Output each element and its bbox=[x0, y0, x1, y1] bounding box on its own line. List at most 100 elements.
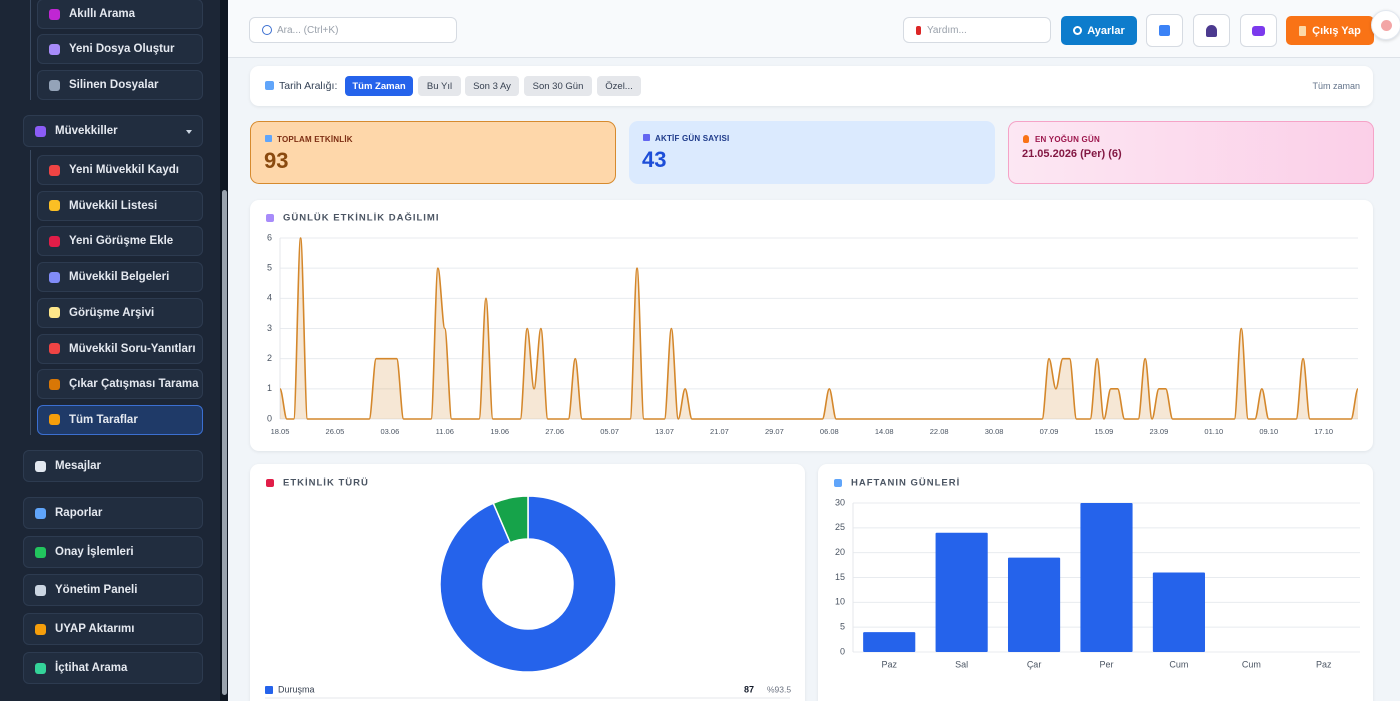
sidebar-item[interactable]: Müvekkil Belgeleri bbox=[37, 262, 203, 293]
sidebar-item[interactable]: Yeni Müvekkil Kaydı bbox=[37, 155, 203, 185]
bar bbox=[1007, 557, 1061, 652]
x-tick-label: 11.06 bbox=[436, 427, 454, 436]
sidebar-item[interactable]: Müvekkiller bbox=[23, 115, 203, 147]
y-tick-label: 15 bbox=[835, 572, 845, 582]
logout-label: Çıkış Yap bbox=[1312, 24, 1361, 37]
gear-icon bbox=[1073, 26, 1083, 35]
y-tick-label: 3 bbox=[267, 323, 272, 333]
x-tick-label: Paz bbox=[881, 659, 897, 669]
stat-value: 93 bbox=[264, 148, 289, 173]
item-label: Görüşme Arşivi bbox=[69, 306, 155, 319]
avatar[interactable] bbox=[1371, 10, 1400, 40]
icon-button[interactable] bbox=[1193, 14, 1230, 47]
x-tick-label: 29.07 bbox=[765, 427, 784, 436]
item-label: Çıkar Çatışması Tarama bbox=[69, 378, 199, 391]
filter-option[interactable]: Son 3 Ay bbox=[465, 76, 519, 96]
sidebar-item[interactable]: İçtihat Arama bbox=[23, 652, 203, 684]
x-tick-label: 09.10 bbox=[1259, 427, 1278, 436]
sidebar-item[interactable]: Silinen Dosyalar bbox=[37, 70, 203, 100]
chart-title: GÜNLÜK ETKİNLİK DAĞILIMI bbox=[283, 212, 439, 224]
chart-title: HAFTANIN GÜNLERİ bbox=[851, 478, 960, 489]
filter-option[interactable]: Tüm Zaman bbox=[345, 76, 413, 96]
item-icon bbox=[49, 43, 60, 55]
sidebar-item[interactable]: Yeni Görüşme Ekle bbox=[37, 226, 203, 257]
filter-option[interactable]: Özel... bbox=[597, 76, 641, 96]
x-tick-label: 03.06 bbox=[380, 427, 399, 436]
y-tick-label: 0 bbox=[267, 413, 272, 423]
x-tick-label: 21.07 bbox=[710, 427, 729, 436]
y-tick-label: 0 bbox=[840, 646, 845, 656]
logout-button[interactable]: Çıkış Yap bbox=[1286, 16, 1374, 45]
sidebar-item[interactable]: Raporlar bbox=[23, 497, 203, 529]
y-tick-label: 2 bbox=[267, 353, 272, 363]
x-tick-label: 01.10 bbox=[1204, 427, 1223, 436]
item-label: Müvekkil Listesi bbox=[69, 199, 158, 212]
item-icon bbox=[35, 623, 46, 635]
x-tick-label: 18.05 bbox=[271, 427, 290, 436]
x-tick-label: 22.08 bbox=[930, 427, 949, 436]
pie-slice bbox=[492, 495, 529, 544]
sidebar-item[interactable]: UYAP Aktarımı bbox=[23, 613, 203, 645]
item-label: Yönetim Paneli bbox=[55, 584, 138, 596]
filter-option[interactable]: Son 30 Gün bbox=[524, 76, 592, 96]
sidebar-item[interactable]: Yönetim Paneli bbox=[23, 574, 203, 606]
item-icon bbox=[49, 414, 60, 426]
stat-label: TOPLAM ETKİNLİK bbox=[277, 135, 353, 144]
legend-percent: %93.5 bbox=[767, 684, 791, 694]
settings-button[interactable]: Ayarlar bbox=[1061, 16, 1137, 45]
item-label: Müvekkil Belgeleri bbox=[69, 271, 170, 284]
item-icon bbox=[49, 164, 60, 176]
icon bbox=[1206, 24, 1217, 37]
pie-slice bbox=[439, 495, 617, 673]
x-tick-label: Sal bbox=[955, 659, 968, 669]
x-tick-label: 14.08 bbox=[875, 427, 894, 436]
title-icon bbox=[266, 214, 274, 222]
x-tick-label: Per bbox=[1099, 659, 1113, 669]
avatar-icon bbox=[1381, 20, 1392, 31]
x-tick-label: 13.07 bbox=[655, 427, 674, 436]
item-icon bbox=[49, 79, 60, 91]
stat-card: TOPLAM ETKİNLİK 93 bbox=[250, 121, 616, 184]
y-tick-label: 10 bbox=[835, 597, 845, 607]
item-label: Akıllı Arama bbox=[69, 8, 136, 20]
scrollbar-thumb[interactable] bbox=[222, 190, 227, 695]
y-tick-label: 6 bbox=[267, 232, 272, 242]
item-icon bbox=[49, 307, 60, 319]
icon-button[interactable] bbox=[1146, 14, 1183, 47]
y-tick-label: 30 bbox=[835, 497, 845, 507]
item-icon bbox=[35, 662, 46, 674]
stat-icon bbox=[265, 135, 272, 142]
sidebar-item[interactable]: Tüm Taraflar bbox=[37, 404, 203, 435]
sidebar-item[interactable]: Müvekkil Soru-Yanıtları bbox=[37, 333, 203, 364]
x-tick-label: 23.09 bbox=[1149, 427, 1168, 436]
stat-value: 43 bbox=[642, 147, 667, 172]
icon-button[interactable] bbox=[1240, 14, 1277, 47]
title-icon bbox=[834, 479, 842, 487]
caret bbox=[186, 130, 192, 134]
icon bbox=[1252, 25, 1265, 36]
help-icon bbox=[916, 25, 921, 35]
item-label: Silinen Dosyalar bbox=[69, 79, 159, 91]
x-tick-label: 05.07 bbox=[600, 427, 619, 436]
sidebar-item[interactable]: Akıllı Arama bbox=[37, 0, 203, 29]
search-box[interactable]: Ara... (Ctrl+K) bbox=[249, 17, 457, 43]
x-tick-label: 15.09 bbox=[1095, 427, 1114, 436]
title-icon bbox=[266, 479, 274, 487]
x-tick-label: 26.05 bbox=[326, 427, 345, 436]
sidebar-item[interactable]: Mesajlar bbox=[23, 450, 203, 482]
tree-line bbox=[30, 0, 31, 100]
y-tick-label: 5 bbox=[267, 263, 272, 273]
sidebar-item[interactable]: Görüşme Arşivi bbox=[37, 297, 203, 328]
item-icon bbox=[49, 235, 60, 247]
help-box[interactable]: Yardım... bbox=[903, 17, 1051, 43]
sidebar-item[interactable]: Çıkar Çatışması Tarama bbox=[37, 369, 203, 400]
sidebar-item[interactable]: Onay İşlemleri bbox=[23, 536, 203, 568]
search-placeholder: Ara... (Ctrl+K) bbox=[277, 24, 339, 36]
sidebar-item[interactable]: Müvekkil Listesi bbox=[37, 190, 203, 221]
sidebar-item[interactable]: Yeni Dosya Oluştur bbox=[37, 34, 203, 64]
filter-option[interactable]: Bu Yıl bbox=[418, 76, 461, 96]
item-label: Onay İşlemleri bbox=[55, 546, 134, 558]
x-tick-label: 27.06 bbox=[545, 427, 564, 436]
item-label: Yeni Müvekkil Kaydı bbox=[69, 164, 179, 176]
